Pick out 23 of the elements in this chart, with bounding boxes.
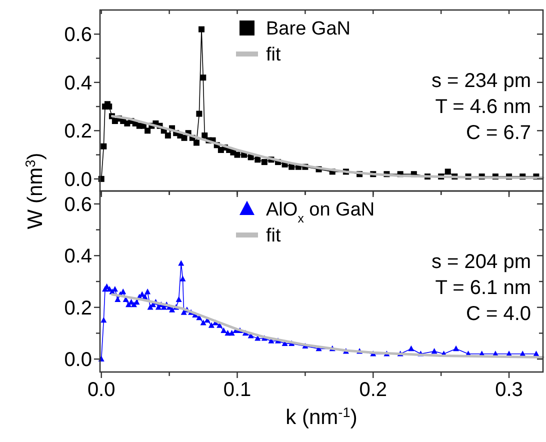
annotation: C = 6.7: [466, 122, 531, 144]
legend-label: AlO$_{x}$ on GaN: [266, 200, 375, 226]
legend-label: fit: [266, 44, 282, 66]
annotation: T = 6.1 nm: [435, 277, 531, 299]
annotation: C = 4.0: [466, 303, 531, 325]
y-tick-label: 0.2: [64, 297, 92, 320]
y-tick-label: 0.0: [64, 349, 92, 372]
x-tick-label: 0.3: [495, 379, 523, 401]
legend-label: Bare GaN: [266, 18, 350, 40]
y-tick-label: 0.4: [64, 72, 92, 94]
legend-label: fit: [266, 226, 282, 247]
x-tick-label: 0.1: [223, 379, 252, 401]
y-tick-label: 0.0: [64, 168, 92, 191]
annotation: s = 234 pm: [431, 70, 531, 92]
annotation: s = 204 pm: [431, 251, 531, 273]
x-tick-label: 0.2: [359, 379, 388, 401]
annotation: T = 4.6 nm: [435, 96, 531, 118]
y-tick-label: 0.4: [64, 246, 92, 268]
x-axis-title: k (nm$^{-1}$): [286, 404, 358, 429]
y-tick-label: 0.2: [64, 120, 92, 143]
y-tick-label: 0.6: [64, 24, 92, 46]
y-tick-label: 0.6: [64, 194, 92, 216]
x-tick-label: 0.0: [87, 379, 116, 401]
